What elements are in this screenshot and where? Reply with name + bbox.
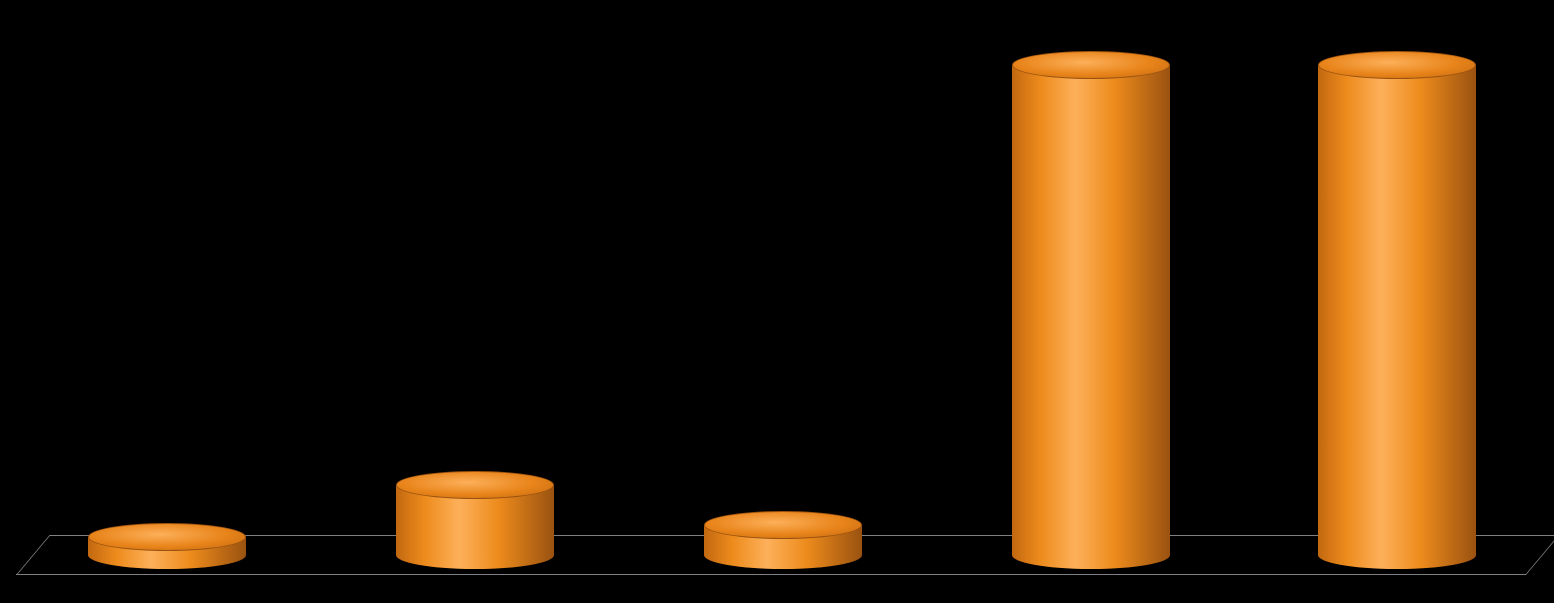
cylinder-top-cap (704, 511, 862, 539)
cylinder-bar (396, 457, 554, 555)
cylinder-top-cap (88, 523, 246, 551)
cylinder-top-cap (1318, 51, 1476, 79)
cylinder-bar (88, 509, 246, 555)
cylinder-bar (1318, 37, 1476, 555)
cylinder-top-cap (1012, 51, 1170, 79)
chart-floor-front-edge (16, 574, 1526, 575)
cylinder-bar (704, 497, 862, 555)
cylinder-top-cap (396, 471, 554, 499)
cylinder-body (1318, 65, 1476, 555)
cylinder-bar (1012, 37, 1170, 555)
cylinder-body (1012, 65, 1170, 555)
cylinder-bar-chart (0, 0, 1554, 603)
